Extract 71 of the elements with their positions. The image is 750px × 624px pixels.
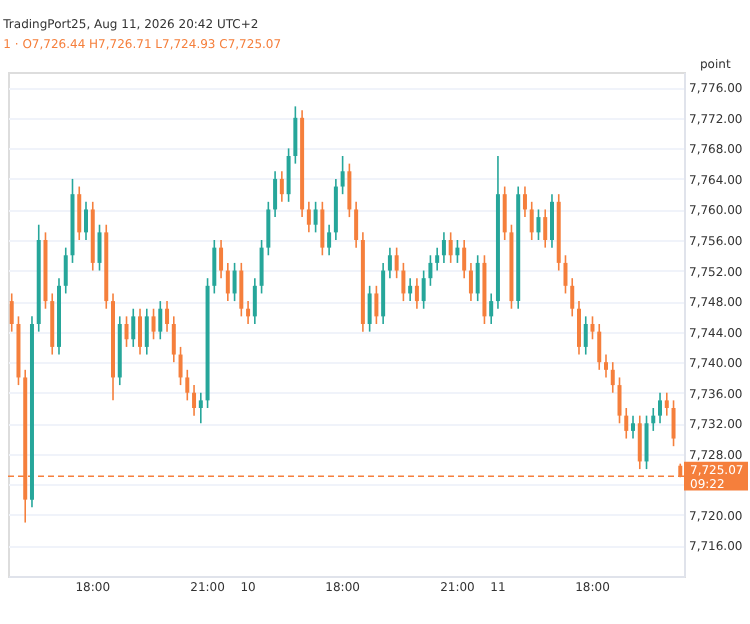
candlestick xyxy=(252,277,257,325)
candlestick xyxy=(408,277,413,302)
candlestick xyxy=(333,178,338,241)
candlestick xyxy=(583,315,588,356)
candlestick xyxy=(631,414,636,440)
candlestick xyxy=(239,262,244,318)
candlestick xyxy=(414,277,419,310)
candlestick xyxy=(448,231,453,264)
candlestick xyxy=(77,185,82,241)
candlestick xyxy=(131,307,136,348)
candlestick xyxy=(597,323,602,371)
candlestick xyxy=(644,414,649,470)
candlestick xyxy=(658,391,663,425)
candlestick xyxy=(475,254,480,302)
candlestick xyxy=(212,239,217,295)
candlestick xyxy=(347,162,352,218)
candlestick xyxy=(394,246,399,279)
candlestick xyxy=(543,208,548,249)
candlestick xyxy=(246,300,251,325)
candlestick xyxy=(97,223,102,272)
candlestick xyxy=(354,201,359,249)
candlestick xyxy=(367,285,372,333)
candlestick xyxy=(570,277,575,318)
candlestick xyxy=(401,262,406,302)
candlestick xyxy=(171,315,176,363)
candlestick xyxy=(428,254,433,287)
candlestick xyxy=(489,292,494,325)
candlestick xyxy=(441,231,446,264)
candlestick xyxy=(435,246,440,272)
candlestick xyxy=(637,414,642,470)
candlestick xyxy=(50,292,55,356)
candlestick xyxy=(462,239,467,279)
candlestick xyxy=(327,223,332,257)
candlestick xyxy=(455,239,460,264)
candlestick xyxy=(374,285,379,325)
candlestick xyxy=(165,300,170,333)
candlestick xyxy=(138,307,143,356)
candlestick xyxy=(529,201,534,241)
candlestick xyxy=(273,170,278,218)
candlestick xyxy=(590,315,595,341)
candlestick xyxy=(664,391,669,417)
candlestick xyxy=(610,361,615,394)
candlestick xyxy=(84,201,88,241)
candlestick xyxy=(381,262,386,325)
candlestick xyxy=(293,105,298,165)
candlestick xyxy=(320,201,325,257)
candlestick xyxy=(279,170,284,203)
candlestick xyxy=(198,391,203,425)
candlestick xyxy=(225,262,230,302)
candlestick xyxy=(232,262,237,302)
candlestick xyxy=(306,201,311,234)
candlestick xyxy=(604,353,608,379)
candlestick xyxy=(549,193,554,249)
candlestick xyxy=(387,246,392,279)
candlestick xyxy=(259,239,264,295)
candlestick xyxy=(536,208,541,241)
candlestick xyxy=(522,185,527,218)
candlestick xyxy=(340,155,345,195)
candlestick xyxy=(286,147,291,203)
candlestick xyxy=(313,201,318,234)
candlestick xyxy=(468,262,473,302)
candlestick xyxy=(144,307,149,356)
candlestick xyxy=(219,239,224,279)
candlestick xyxy=(576,300,581,356)
candlestick xyxy=(421,269,426,310)
candlestick xyxy=(158,300,163,341)
candlestick xyxy=(671,399,676,447)
candlestick xyxy=(124,315,129,348)
candlestick xyxy=(192,384,197,417)
candlestick xyxy=(151,307,156,341)
candlestick xyxy=(266,201,271,257)
